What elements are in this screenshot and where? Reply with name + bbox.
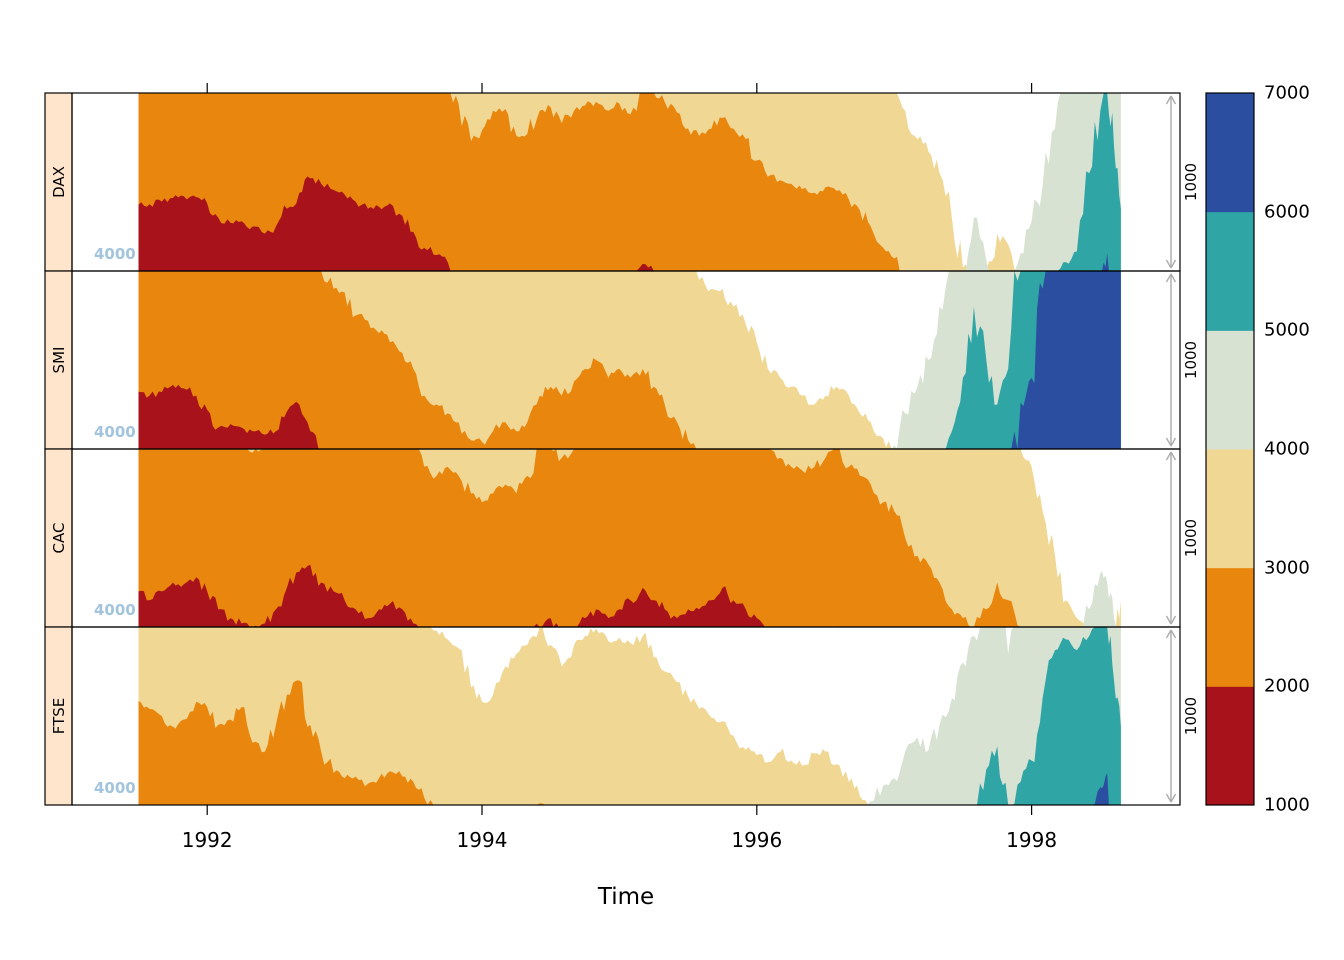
strip-label-smi: SMI <box>49 346 68 374</box>
colorkey-segment <box>1206 211 1254 331</box>
x-tick-label-1994: 1994 <box>456 828 508 852</box>
colorkey-segment <box>1206 93 1254 213</box>
panel-cac <box>72 449 1180 627</box>
strip-cac <box>44 448 73 628</box>
colorkey-segment <box>1206 449 1254 569</box>
scale-label-smi: 1000 <box>1182 340 1200 380</box>
origin-label-smi: 4000 <box>94 423 136 441</box>
scale-label-ftse: 1000 <box>1182 696 1200 736</box>
colorkey-label-2000: 2000 <box>1264 675 1310 697</box>
colorkey-label-5000: 5000 <box>1264 319 1310 341</box>
panel-ftse <box>72 627 1180 805</box>
horizon-band <box>138 449 1121 627</box>
scale-arrow <box>1165 451 1177 625</box>
scale-arrow <box>1165 629 1177 803</box>
panel-dax <box>72 93 1180 271</box>
x-tick-label-1992: 1992 <box>181 828 233 852</box>
scale-arrow <box>1165 273 1177 447</box>
x-axis-title: Time <box>597 884 655 910</box>
strip-label-dax: DAX <box>49 166 68 198</box>
colorkey-label-7000: 7000 <box>1264 82 1310 104</box>
origin-label-dax: 4000 <box>94 245 136 263</box>
colorkey-label-4000: 4000 <box>1264 438 1310 460</box>
colorkey-label-3000: 3000 <box>1264 557 1310 579</box>
strip-dax <box>44 92 73 272</box>
scale-label-cac: 1000 <box>1182 518 1200 558</box>
colorkey-label-1000: 1000 <box>1264 794 1310 816</box>
scale-label-dax: 1000 <box>1182 162 1200 202</box>
horizon-band <box>138 271 1121 449</box>
horizon-band <box>138 384 1121 449</box>
horizon-band <box>138 271 1121 449</box>
strip-smi <box>44 270 73 450</box>
panel-border <box>71 626 1181 806</box>
x-tick-label-1998: 1998 <box>1006 828 1058 852</box>
x-tick-label-1996: 1996 <box>731 828 783 852</box>
panel-smi <box>72 271 1180 449</box>
strip-ftse <box>44 626 73 806</box>
colorkey-segment <box>1206 330 1254 450</box>
origin-label-ftse: 4000 <box>94 779 136 797</box>
scale-arrow <box>1165 95 1177 269</box>
horizon-band <box>138 627 1121 805</box>
horizon-band <box>138 627 1121 805</box>
colorkey-segment <box>1206 567 1254 687</box>
strip-label-cac: CAC <box>49 522 68 554</box>
origin-label-cac: 4000 <box>94 601 136 619</box>
horizon-band <box>138 680 1121 805</box>
colorkey-border <box>1205 92 1255 806</box>
colorkey-segment <box>1206 686 1254 806</box>
horizon-band <box>138 176 1121 271</box>
horizon-band <box>138 564 1121 627</box>
colorkey-label-6000: 6000 <box>1264 201 1310 223</box>
horizon-band <box>138 93 1121 271</box>
strip-label-ftse: FTSE <box>49 697 68 735</box>
